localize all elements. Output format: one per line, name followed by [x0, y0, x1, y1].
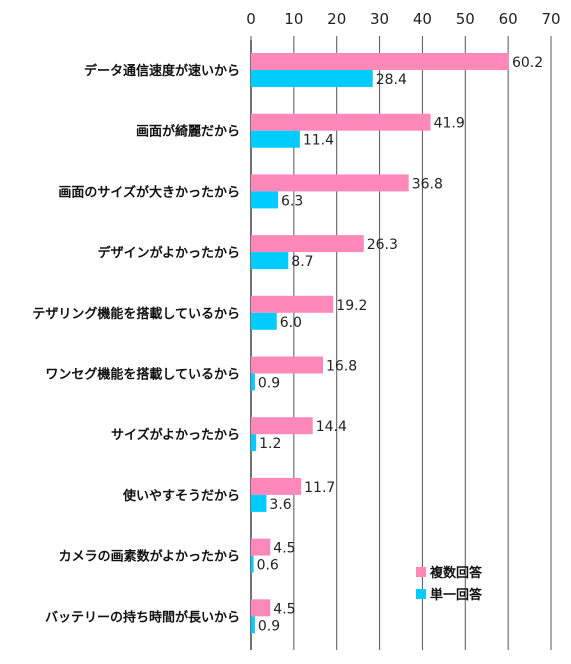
bar-multi-1: [251, 113, 431, 131]
bar-single-4: [251, 312, 277, 330]
category-label-9: バッテリーの持ち時間が長いから: [45, 609, 240, 625]
bar-single-7: [251, 494, 267, 512]
category-label-4: テザリング機能を搭載しているから: [32, 306, 240, 322]
x-tick-label-3: 30: [370, 10, 389, 28]
bar-multi-4: [251, 295, 334, 313]
legend-swatch-1: [416, 589, 426, 599]
bar-multi-9: [251, 599, 271, 617]
value-labels: 60.2 28.4 41.9 11.4 36.8 6.3 26.3 8.7 19.2 6.0 16.…: [257, 55, 544, 634]
value-label-multi-1: 41.9: [434, 116, 465, 132]
bar-multi-6: [251, 417, 313, 435]
bar-multi-2: [251, 174, 409, 192]
category-label-0: データ通信速度が速いから: [84, 63, 240, 79]
x-tick-label-2: 20: [327, 10, 346, 28]
bars: [251, 53, 509, 634]
value-label-single-4: 6.0: [280, 315, 302, 331]
bar-multi-5: [251, 356, 323, 374]
bar-multi-7: [251, 477, 302, 495]
legend-swatch-0: [416, 567, 426, 577]
legend-label-0: 複数回答: [429, 565, 483, 581]
category-label-6: サイズがよかったから: [111, 427, 240, 443]
bar-single-5: [251, 373, 255, 391]
value-label-single-9: 0.9: [258, 618, 280, 634]
bar-single-2: [251, 191, 278, 209]
value-label-single-7: 3.6: [269, 497, 291, 513]
value-label-multi-6: 14.4: [316, 419, 347, 435]
bar-single-6: [251, 434, 257, 452]
category-label-2: 画面のサイズが大きかったから: [58, 184, 240, 200]
value-label-single-2: 6.3: [281, 193, 303, 209]
value-label-single-8: 0.6: [257, 558, 279, 574]
x-tick-label-6: 60: [499, 10, 518, 28]
value-label-single-0: 28.4: [376, 72, 407, 88]
value-label-multi-3: 26.3: [367, 237, 398, 253]
value-label-single-1: 11.4: [303, 133, 334, 149]
x-tick-label-5: 50: [456, 10, 475, 28]
bar-multi-8: [251, 538, 271, 556]
value-label-single-6: 1.2: [259, 436, 281, 452]
x-axis-ticks: 0 10 20 30 40 50 60 70: [246, 10, 561, 40]
bar-single-0: [251, 70, 373, 87]
value-label-multi-7: 11.7: [304, 480, 335, 496]
category-label-7: 使いやすそうだから: [122, 488, 240, 504]
value-label-multi-2: 36.8: [412, 176, 443, 192]
bar-single-1: [251, 130, 300, 148]
value-label-multi-4: 19.2: [336, 298, 367, 314]
legend-label-1: 単一回答: [430, 587, 483, 603]
bar-multi-3: [251, 235, 364, 253]
bar-single-3: [251, 252, 289, 270]
x-tick-label-0: 0: [246, 10, 256, 28]
value-label-multi-8: 4.5: [273, 541, 295, 557]
x-tick-label-1: 10: [284, 10, 303, 28]
bar-single-8: [251, 555, 254, 573]
category-label-5: ワンセグ機能を搭載しているから: [45, 367, 240, 383]
category-label-1: 画面が綺麗だから: [136, 124, 240, 140]
category-label-3: デザインがよかったから: [98, 245, 240, 261]
category-label-8: カメラの画素数がよかったから: [59, 549, 240, 565]
value-label-multi-5: 16.8: [326, 359, 357, 375]
bar-single-9: [251, 616, 255, 634]
x-tick-label-7: 70: [541, 10, 560, 28]
value-label-multi-0: 60.2: [512, 55, 543, 71]
value-label-single-3: 8.7: [291, 254, 313, 270]
value-label-single-5: 0.9: [258, 376, 280, 392]
category-labels: データ通信速度が速いから画面が綺麗だから画面のサイズが大きかったからデザインがよ…: [32, 63, 240, 625]
bar-multi-0: [251, 53, 509, 70]
value-label-multi-9: 4.5: [273, 601, 295, 617]
x-tick-label-4: 40: [413, 10, 432, 28]
